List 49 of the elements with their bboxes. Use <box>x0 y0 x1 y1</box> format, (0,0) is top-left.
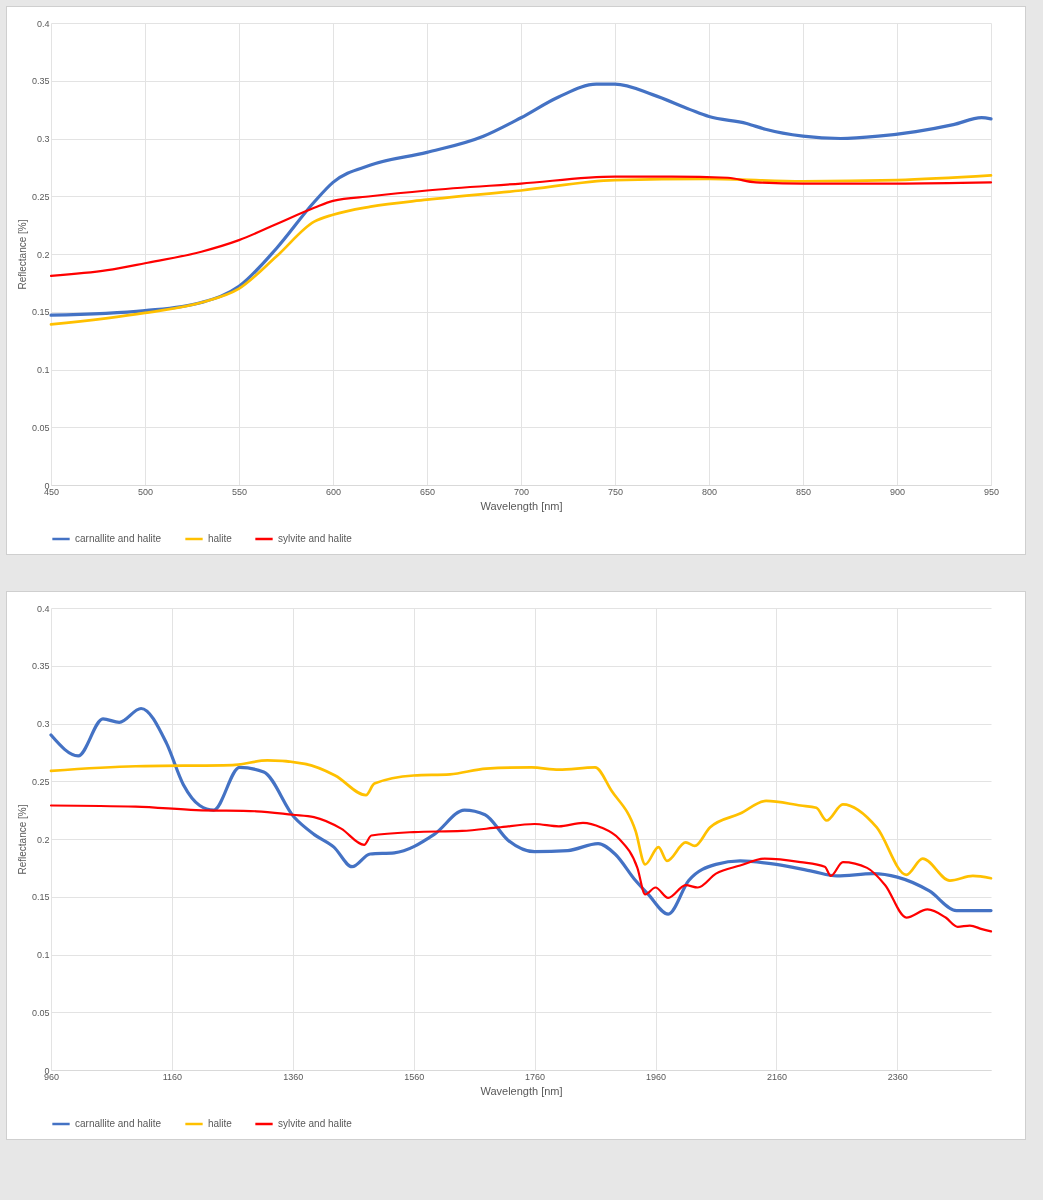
y-tick-label: 0.1 <box>36 950 50 960</box>
y-axis-title: Reflectance [%] <box>16 804 28 875</box>
x-tick-label: 800 <box>701 486 718 497</box>
y-tick-label: 0.4 <box>36 18 50 29</box>
line-series <box>49 82 993 317</box>
x-tick-label: 750 <box>607 486 624 497</box>
x-tick-label: 600 <box>325 486 342 497</box>
line-series <box>49 175 993 278</box>
line-series <box>49 804 993 933</box>
x-tick-label: 650 <box>419 486 436 497</box>
y-tick-label: 0.2 <box>36 834 50 845</box>
x-tick-label: 550 <box>231 486 248 497</box>
y-tick-label: 0.15 <box>31 307 50 318</box>
x-tick-label: 1960 <box>645 1071 667 1082</box>
x-tick-label: 1560 <box>404 1071 425 1082</box>
y-tick-label: 0.3 <box>36 134 50 144</box>
x-tick-label: 500 <box>137 486 154 497</box>
x-tick-label: 700 <box>513 486 530 497</box>
x-tick-label: 1160 <box>162 1071 183 1082</box>
legend-label: halite <box>208 533 233 544</box>
y-tick-label: 0.05 <box>31 1007 50 1018</box>
x-tick-label: 900 <box>889 486 906 497</box>
y-tick-label: 0.35 <box>31 661 50 672</box>
y-tick-label: 0.4 <box>36 603 50 614</box>
y-tick-label: 0.05 <box>31 422 50 433</box>
line-series <box>49 759 993 882</box>
x-tick-label: 1360 <box>283 1071 304 1082</box>
y-tick-label: 0.35 <box>31 76 50 87</box>
legend-label: sylvite and halite <box>278 1118 353 1129</box>
x-tick-label: 850 <box>795 486 812 497</box>
y-tick-label: 0.2 <box>36 249 50 260</box>
x-axis-title: Wavelength [nm] <box>480 499 563 512</box>
legend-label: sylvite and halite <box>278 533 353 544</box>
y-tick-label: 0.25 <box>31 191 50 202</box>
y-tick-label: 0.25 <box>31 776 50 787</box>
x-axis-title: Wavelength [nm] <box>480 1084 563 1097</box>
y-axis-title: Reflectance [%] <box>16 219 28 290</box>
x-tick-label: 2160 <box>766 1071 787 1082</box>
x-tick-label: 950 <box>983 486 1000 497</box>
y-tick-label: 0.15 <box>31 892 50 903</box>
y-tick-label: 0.1 <box>36 365 50 375</box>
y-tick-label: 0.3 <box>36 719 50 729</box>
x-tick-label: 1760 <box>525 1071 546 1082</box>
legend-label: carnallite and halite <box>75 533 162 544</box>
line-series <box>49 174 993 326</box>
x-tick-label: 2360 <box>887 1071 908 1082</box>
legend-label: halite <box>208 1118 233 1129</box>
line-series <box>49 706 993 916</box>
legend-label: carnallite and halite <box>75 1118 162 1129</box>
